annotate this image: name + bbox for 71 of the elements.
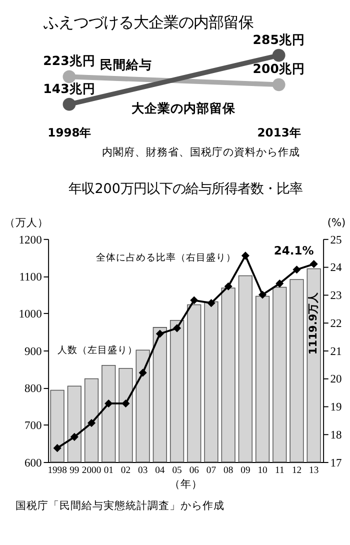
series-label: 全体に占める比率（右目盛り）: [96, 251, 236, 264]
point: [70, 432, 78, 441]
x-tick-label: 03: [138, 465, 148, 476]
y-tick-label: 1000: [18, 308, 42, 321]
x-tick-label: 99: [70, 465, 80, 476]
point: [138, 368, 147, 377]
x-tick-label: 2000: [82, 465, 102, 476]
y2-tick-label: 22: [330, 318, 342, 330]
point: [122, 399, 130, 408]
point: [53, 444, 62, 452]
x-tick-label: 1998年: [48, 126, 92, 140]
point: [272, 78, 286, 92]
data-label: 285兆円: [252, 32, 305, 47]
y-tick-label: 1200: [18, 234, 42, 246]
data-label: 24.1%: [274, 243, 314, 258]
point: [241, 252, 250, 260]
point: [258, 290, 267, 299]
x-tick-label: 12: [292, 465, 302, 476]
x-tick-label: 09: [240, 465, 250, 476]
y2-tick-label: 17: [330, 457, 342, 470]
x-tick-label: 13: [309, 465, 319, 476]
point: [276, 280, 284, 288]
x-tick-label: 06: [189, 465, 200, 476]
y-tick-label: 700: [24, 420, 42, 432]
y2-tick-label: 23: [330, 290, 342, 302]
y-tick-label: 800: [24, 382, 42, 395]
point: [173, 324, 182, 332]
chart-title: ふえつづける大企業の内部留保: [42, 13, 254, 32]
y2-tick-label: 24: [330, 262, 342, 274]
point: [87, 418, 96, 428]
data-label: 223兆円: [43, 53, 96, 68]
point: [272, 48, 286, 62]
x-tick-label: 1998: [48, 465, 68, 476]
x-tick-label: 01: [104, 465, 114, 476]
x-axis-title: （年）: [170, 478, 203, 490]
x-tick-label: 04: [155, 465, 165, 476]
point: [207, 299, 216, 308]
point: [224, 282, 232, 290]
x-tick-label: 2013年: [257, 126, 302, 140]
point: [104, 399, 113, 408]
chart-title: 年収200万円以下の給与所得者数・比率: [68, 180, 302, 197]
point: [310, 260, 318, 268]
text: 国税庁「民間給与実態統計調査」から作成: [15, 499, 224, 512]
point: [62, 98, 76, 111]
y-axis-title: （万人）: [4, 216, 49, 229]
y2-tick-label: 19: [330, 402, 342, 414]
x-tick-label: 02: [120, 465, 131, 476]
data-label: 1119.9万人: [308, 290, 320, 355]
y-tick-label: 1100: [19, 271, 42, 284]
y2-tick-label: 20: [330, 374, 342, 386]
y-tick-label: 900: [24, 346, 42, 358]
series-label: 大企業の内部留保: [132, 100, 237, 116]
point: [292, 266, 301, 274]
series-label: 民間給与: [100, 57, 152, 72]
point: [156, 330, 164, 338]
x-tick-label: 08: [224, 465, 234, 476]
y2-tick-label: 18: [330, 429, 342, 442]
y2-tick-label: 21: [330, 346, 342, 358]
y2-tick-label: 25: [330, 234, 342, 246]
series-label: 人数（左目盛り）: [57, 344, 138, 356]
x-tick-label: 07: [206, 465, 216, 476]
x-tick-label: 11: [275, 465, 284, 476]
y-tick-label: 600: [24, 457, 42, 470]
x-tick-label: 05: [172, 465, 182, 476]
x-tick-label: 10: [258, 465, 268, 476]
point: [62, 70, 76, 84]
point: [190, 296, 198, 304]
y2-axis-title: (%): [327, 216, 346, 229]
data-label: 143兆円: [43, 80, 96, 96]
text: 内閣府、財務省、国税庁の資料から作成: [102, 145, 300, 158]
data-label: 200兆円: [252, 61, 305, 76]
